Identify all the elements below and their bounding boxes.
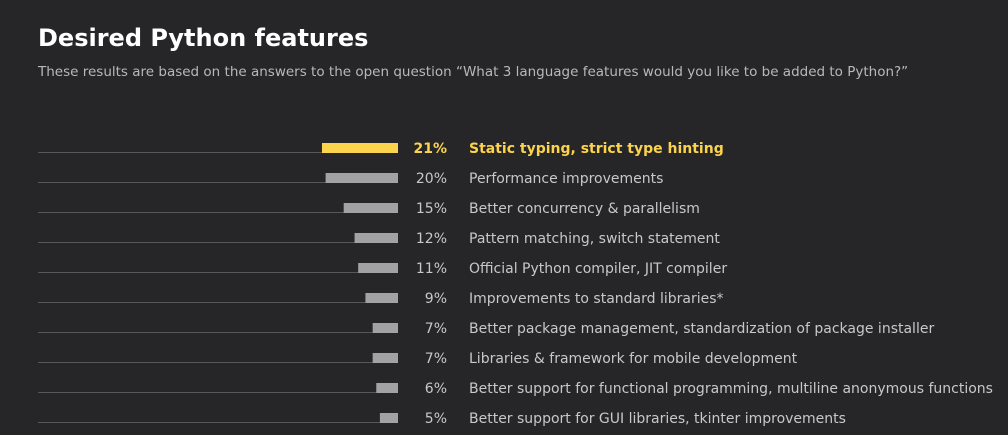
bar	[379, 413, 398, 423]
category-label: Better support for GUI libraries, tkinte…	[469, 411, 846, 427]
bar-row: 12% Pattern matching, switch statement	[38, 231, 720, 247]
bar	[343, 203, 398, 213]
value-label: 9%	[425, 291, 447, 307]
category-label: Better concurrency & parallelism	[469, 201, 700, 217]
value-label: 12%	[416, 231, 447, 247]
bar-row: 9% Improvements to standard libraries*	[38, 291, 724, 307]
value-label: 7%	[425, 351, 447, 367]
category-label: Official Python compiler, JIT compiler	[469, 261, 727, 277]
value-label: 15%	[416, 201, 447, 217]
bar	[358, 263, 398, 273]
bar	[354, 233, 398, 243]
bar-row: 7% Libraries & framework for mobile devel…	[38, 351, 798, 367]
bar-row: 11% Official Python compiler, JIT compile…	[38, 261, 727, 277]
category-label: Static typing, strict type hinting	[469, 141, 724, 157]
bar-row: 6% Better support for functional programm…	[38, 381, 993, 397]
bar	[372, 353, 398, 363]
bar-row: 20% Performance improvements	[38, 171, 663, 187]
value-label: 11%	[416, 261, 447, 277]
category-label: Pattern matching, switch statement	[469, 231, 720, 247]
bar-row: 21% Static typing, strict type hinting	[38, 141, 724, 157]
bar	[321, 143, 398, 153]
bar-row: 5% Better support for GUI libraries, tkin…	[38, 411, 846, 427]
bar	[325, 173, 398, 183]
chart-subtitle: These results are based on the answers t…	[38, 64, 909, 80]
category-label: Better support for functional programmin…	[469, 381, 993, 397]
value-label: 21%	[413, 141, 447, 157]
bar-row: 15% Better concurrency & parallelism	[38, 201, 700, 217]
bar	[376, 383, 398, 393]
category-label: Better package management, standardizati…	[469, 321, 934, 337]
value-label: 6%	[425, 381, 447, 397]
value-label: 5%	[425, 411, 447, 427]
value-label: 20%	[416, 171, 447, 187]
category-label: Performance improvements	[469, 171, 663, 187]
bar	[372, 323, 398, 333]
value-label: 7%	[425, 321, 447, 337]
chart-title: Desired Python features	[38, 24, 369, 52]
category-label: Libraries & framework for mobile develop…	[469, 351, 798, 367]
category-label: Improvements to standard libraries*	[469, 291, 724, 307]
bar-row: 7% Better package management, standardiza…	[38, 321, 934, 337]
bar	[365, 293, 398, 303]
